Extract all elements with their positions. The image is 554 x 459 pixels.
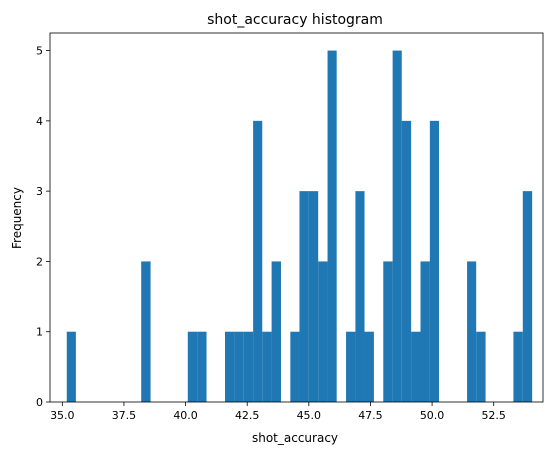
histogram-bar [299, 191, 309, 402]
plot-frame [49, 32, 544, 403]
histogram-bar [513, 331, 523, 402]
histogram-bar [271, 261, 281, 402]
histogram-bar [522, 191, 533, 402]
histogram-bar [476, 331, 486, 402]
histogram-bars [66, 50, 533, 403]
histogram-bar [364, 331, 374, 402]
histogram-bar [243, 331, 254, 402]
histogram-bar [262, 331, 272, 402]
histogram-bar [383, 261, 393, 402]
histogram-bar [429, 120, 439, 403]
histogram-bar [346, 331, 356, 402]
x-tick-label: 37.5 [112, 409, 137, 422]
x-tick-label: 47.5 [358, 409, 383, 422]
histogram-bar [327, 50, 337, 402]
x-tick-label: 42.5 [235, 409, 260, 422]
chart-title: shot_accuracy histogram [207, 12, 383, 28]
x-tick-label: 40.0 [173, 409, 198, 422]
histogram-bar [290, 331, 300, 402]
histogram-bar [392, 50, 402, 402]
histogram-bar [467, 261, 477, 402]
y-tick-label: 4 [36, 115, 43, 128]
x-axis-label: shot_accuracy [252, 431, 338, 445]
histogram-bar [234, 331, 244, 402]
histogram-bar [411, 331, 421, 402]
histogram-bar [66, 331, 76, 402]
x-axis-ticks: 35.0 37.5 40.0 42.5 45.0 47.5 50.0 52.5 [50, 402, 506, 422]
histogram-bar [253, 120, 263, 403]
histogram-bar [197, 331, 207, 402]
x-tick-label: 35.0 [50, 409, 75, 422]
histogram-bar [187, 331, 198, 402]
histogram-bar [318, 261, 328, 402]
y-axis-label: Frequency [10, 187, 24, 249]
y-tick-label: 0 [36, 396, 43, 409]
histogram-bar [401, 120, 412, 403]
y-tick-label: 2 [36, 255, 43, 268]
x-tick-label: 50.0 [420, 409, 445, 422]
y-tick-label: 1 [36, 326, 43, 339]
histogram-bar [141, 261, 151, 402]
histogram-bar [308, 191, 319, 402]
histogram-bar [420, 261, 430, 402]
histogram-bar [355, 191, 365, 402]
histogram-bar [225, 331, 235, 402]
y-axis-ticks: 0 1 2 3 4 5 [36, 45, 50, 409]
x-tick-label: 45.0 [297, 409, 322, 422]
y-tick-label: 5 [36, 45, 43, 58]
x-tick-label: 52.5 [481, 409, 506, 422]
y-tick-label: 3 [36, 185, 43, 198]
